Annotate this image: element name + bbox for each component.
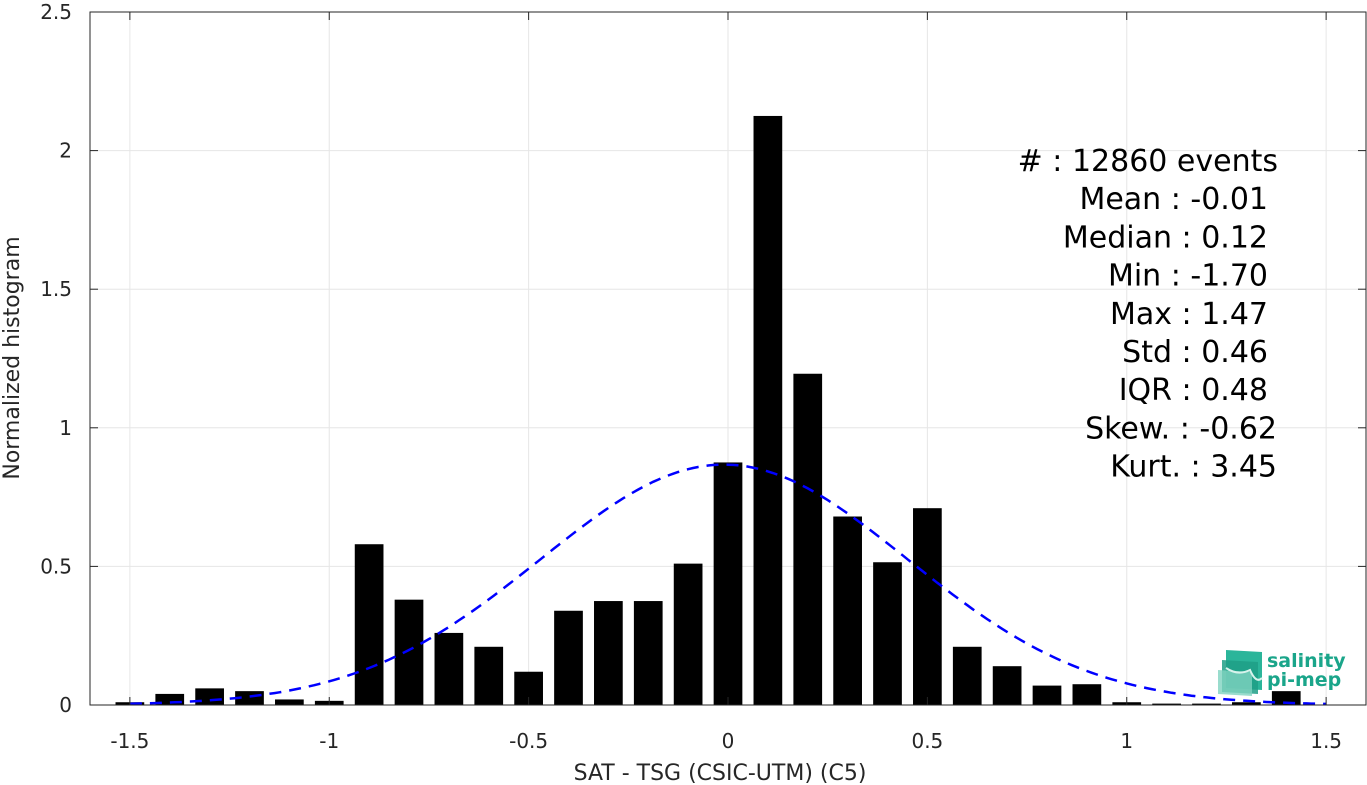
y-tick-label: 1.5 (40, 277, 72, 301)
histogram-bar (1192, 703, 1221, 705)
x-axis-label: SAT - TSG (CSIC-UTM) (C5) (574, 761, 867, 785)
histogram-bar (1232, 702, 1261, 705)
histogram-bar (275, 699, 304, 705)
y-tick-label: 2 (59, 139, 72, 163)
x-tick-label: -1 (319, 729, 339, 753)
histogram-bar (1032, 685, 1062, 705)
histogram-bar (434, 632, 464, 705)
y-tick-label: 1 (59, 416, 72, 440)
y-tick-label: 2.5 (40, 0, 72, 24)
histogram-bar (195, 688, 224, 705)
gaussian-fit-curve (129, 463, 1327, 706)
histogram-bar (554, 610, 583, 705)
stats-line: Max : 1.47 (1110, 297, 1268, 332)
x-tick-label: -0.5 (509, 729, 548, 753)
logo-emblem-icon (1218, 650, 1263, 696)
histogram-bar (594, 601, 623, 705)
stats-line: IQR : 0.48 (1119, 373, 1268, 408)
x-axis-ticks: -1.5 -1 -0.5 0 0.5 1 1.5 (110, 12, 1342, 753)
x-tick-label: 1 (1120, 729, 1133, 753)
stats-line: Mean : -0.01 (1079, 182, 1268, 217)
histogram-bars (115, 115, 1301, 705)
x-tick-label: -1.5 (110, 729, 149, 753)
stats-line: Min : -1.70 (1108, 259, 1268, 294)
histogram-bar (913, 508, 942, 705)
y-tick-label: 0 (59, 693, 72, 717)
histogram-bar (1152, 703, 1181, 705)
histogram-bar (474, 646, 504, 705)
logo-line2: pi-mep (1267, 669, 1341, 691)
x-tick-label: 0 (722, 729, 735, 753)
histogram-bar (952, 646, 982, 705)
histogram-bar (992, 666, 1022, 705)
salinity-pi-mep-logo: salinity pi-mep (1218, 650, 1346, 696)
histogram-bar (155, 693, 185, 705)
histogram-bar (1072, 684, 1102, 705)
y-axis-ticks: 0 0.5 1 1.5 2 2.5 (40, 0, 1366, 717)
histogram-bar (354, 544, 384, 705)
x-tick-label: 1.5 (1310, 729, 1342, 753)
histogram-bar (394, 599, 424, 705)
stats-line: Skew. : -0.62 (1085, 411, 1277, 446)
histogram-bar (673, 563, 703, 705)
stats-line: Kurt. : 3.45 (1110, 450, 1277, 485)
stats-line: # : 12860 events (1018, 144, 1278, 179)
stats-line: Std : 0.46 (1122, 335, 1268, 370)
histogram-bar (713, 462, 743, 705)
histogram-bar (753, 115, 783, 705)
stats-line: Median : 0.12 (1063, 220, 1268, 255)
x-tick-label: 0.5 (911, 729, 943, 753)
y-tick-label: 0.5 (40, 554, 72, 578)
histogram-bar (633, 601, 663, 705)
histogram-bar (1271, 691, 1301, 705)
histogram-bar (793, 373, 823, 705)
logo-line1: salinity (1267, 650, 1346, 672)
histogram-bar (873, 562, 902, 705)
histogram-bar (833, 516, 862, 705)
y-axis-label: Normalized histogram (0, 236, 25, 479)
